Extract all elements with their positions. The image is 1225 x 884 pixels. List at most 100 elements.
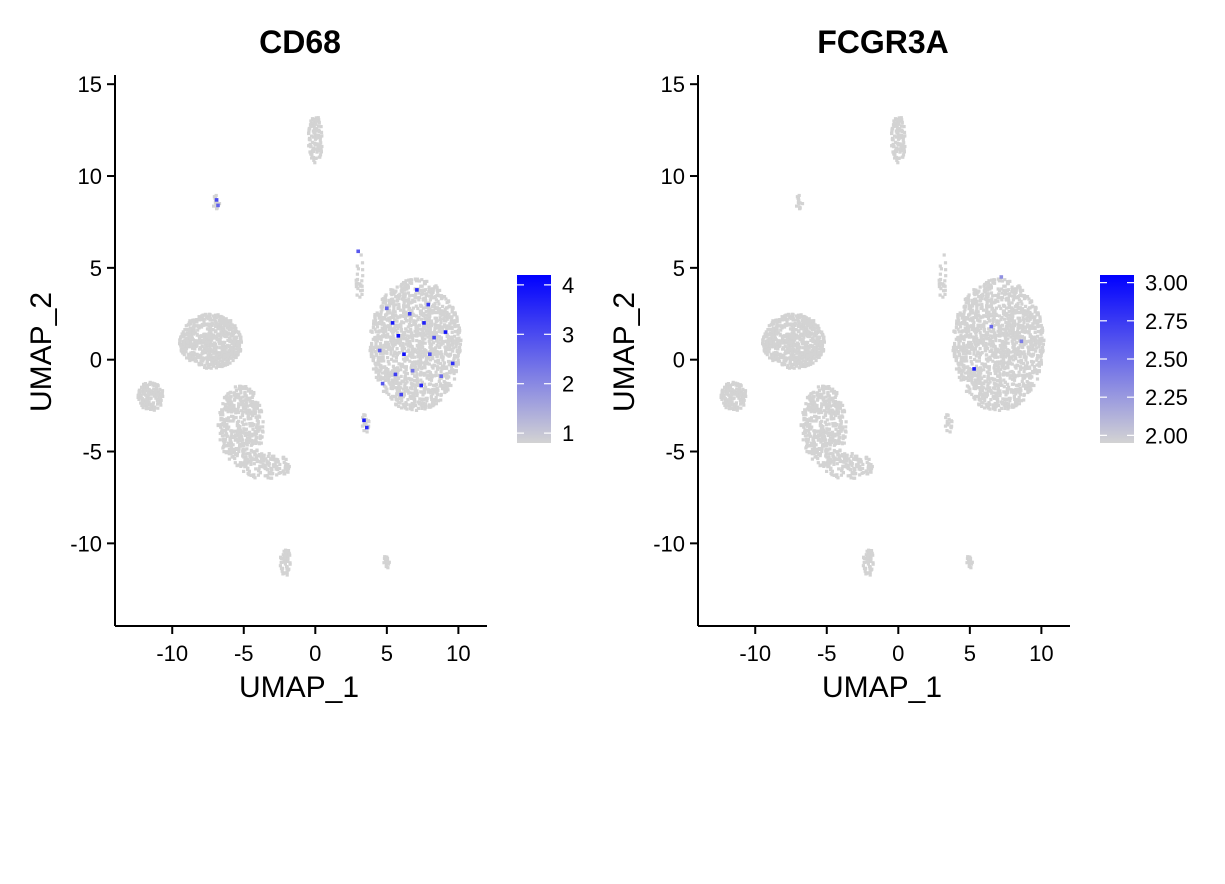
cell-point xyxy=(422,390,427,394)
cell-point xyxy=(1013,295,1017,300)
cell-point xyxy=(374,370,378,374)
cell-point xyxy=(229,429,233,433)
cell-point xyxy=(456,323,460,328)
cell-point xyxy=(403,374,407,378)
cell-point xyxy=(956,338,961,342)
cell-point xyxy=(148,380,152,384)
cell-point xyxy=(320,134,324,138)
cell-point xyxy=(421,334,425,338)
cell-point xyxy=(203,363,207,367)
cell-point xyxy=(181,330,185,334)
cell-point xyxy=(414,369,418,373)
cell-point xyxy=(1000,341,1004,345)
cell-point xyxy=(405,402,409,406)
cell-point xyxy=(992,394,996,399)
cell-point xyxy=(423,341,427,345)
cell-point xyxy=(982,368,986,372)
x-tick-label: -5 xyxy=(234,641,254,666)
cell-point xyxy=(307,137,311,142)
cell-point xyxy=(817,355,821,359)
cell-point xyxy=(381,329,385,333)
cell-point xyxy=(401,349,405,353)
cell-point xyxy=(223,345,227,349)
cell-point xyxy=(1008,376,1012,380)
cell-point xyxy=(238,444,243,448)
cell-point xyxy=(431,341,435,345)
cell-point xyxy=(313,122,318,126)
cell-point xyxy=(237,437,241,441)
cell-point xyxy=(237,402,241,406)
cell-point xyxy=(410,346,414,350)
cell-point xyxy=(792,332,796,336)
cell-point xyxy=(437,359,441,363)
cell-point xyxy=(1007,329,1011,333)
cell-point xyxy=(214,329,218,333)
cell-point xyxy=(378,365,382,369)
cell-point xyxy=(395,331,399,335)
cell-point xyxy=(255,406,259,410)
cell-point xyxy=(398,324,402,329)
cell-point xyxy=(1000,363,1004,367)
cell-point xyxy=(1002,333,1006,337)
cell-point xyxy=(431,401,435,405)
cell-point xyxy=(1036,329,1040,334)
cell-point xyxy=(417,316,421,320)
cell-point xyxy=(236,348,240,352)
cell-point xyxy=(216,315,220,319)
cell-point xyxy=(454,370,458,374)
cell-point xyxy=(1034,370,1038,374)
cell-point xyxy=(1016,316,1020,320)
cell-point xyxy=(217,341,222,345)
cell-point xyxy=(375,353,379,358)
cell-point xyxy=(393,394,397,399)
cell-point xyxy=(206,342,210,347)
cell-point xyxy=(307,130,311,134)
cell-point xyxy=(1002,372,1007,376)
cell-point xyxy=(386,373,390,377)
cell-point xyxy=(182,347,186,351)
cell-point xyxy=(956,313,960,317)
cell-point xyxy=(221,413,225,417)
cell-point xyxy=(991,405,995,409)
cell-point xyxy=(1005,373,1009,377)
cell-point xyxy=(209,332,213,336)
cell-point xyxy=(1004,397,1008,401)
cell-point xyxy=(216,333,220,338)
cell-point xyxy=(970,316,974,320)
cell-point xyxy=(285,573,289,577)
cell-point xyxy=(445,327,449,331)
cell-point xyxy=(423,402,427,406)
cell-point xyxy=(150,405,154,409)
cell-point xyxy=(410,308,414,312)
cell-point xyxy=(387,308,391,312)
cell-point xyxy=(209,353,213,358)
cell-point xyxy=(216,361,221,365)
cell-point xyxy=(969,347,973,351)
cell-point xyxy=(212,195,216,199)
cell-point xyxy=(370,352,374,356)
cell-point xyxy=(251,393,255,397)
cell-point xyxy=(977,356,981,360)
cell-point xyxy=(256,473,260,477)
cell-point xyxy=(146,390,151,394)
cell-point xyxy=(421,350,425,354)
cell-point xyxy=(197,341,201,345)
cell-point xyxy=(405,349,409,353)
cell-point xyxy=(356,267,360,271)
cell-point xyxy=(1006,321,1010,325)
cell-point xyxy=(431,288,435,293)
cell-point xyxy=(428,328,432,332)
cell-point xyxy=(317,120,321,124)
cell-point xyxy=(985,300,989,304)
cell-point xyxy=(442,361,446,365)
cell-point xyxy=(158,395,162,399)
cell-point xyxy=(313,137,318,141)
cell-point xyxy=(1033,327,1037,331)
cell-point xyxy=(415,343,419,348)
cell-point xyxy=(1025,295,1030,299)
cell-point xyxy=(799,313,803,317)
cell-point xyxy=(232,398,236,402)
cell-point xyxy=(406,344,410,348)
cell-point xyxy=(235,454,239,458)
cell-point xyxy=(381,345,385,349)
